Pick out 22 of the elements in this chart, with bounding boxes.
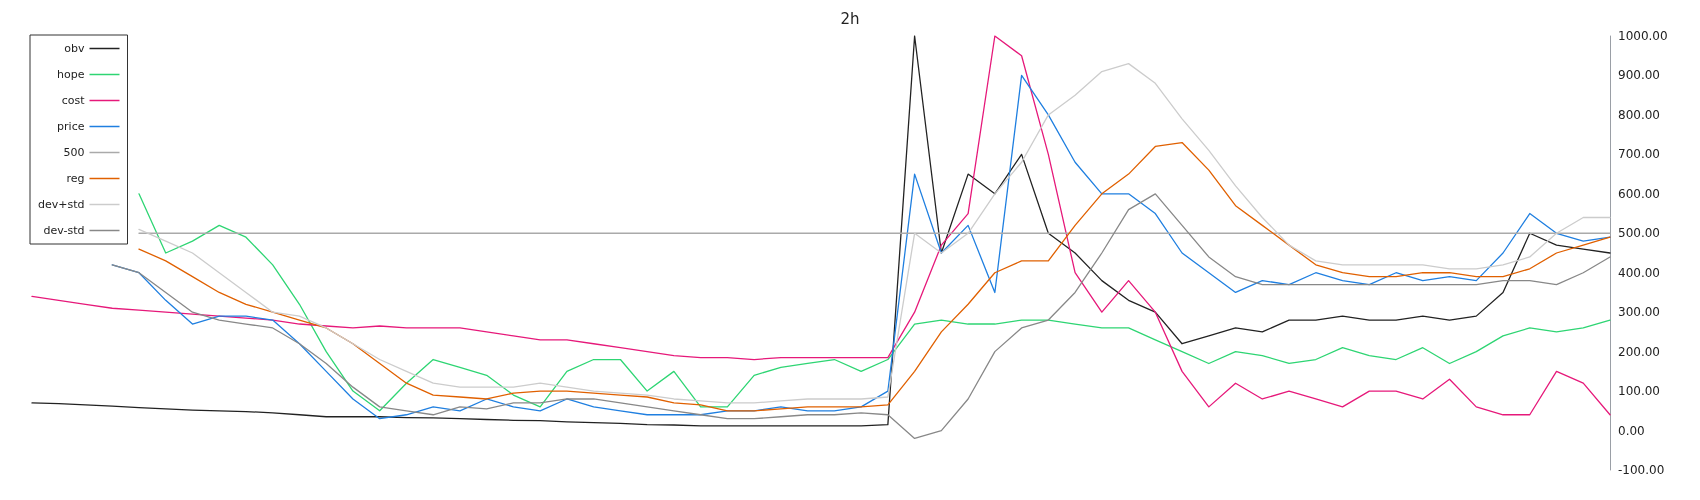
legend-label: dev-std	[43, 224, 85, 237]
y-tick-label: 0.00	[1618, 423, 1645, 438]
y-tick-label: 400.00	[1618, 265, 1660, 280]
y-tick-label: 200.00	[1618, 344, 1660, 359]
y-tick-label: 900.00	[1618, 68, 1660, 83]
y-tick-label: 100.00	[1618, 384, 1660, 399]
legend-label: 500	[63, 146, 85, 159]
y-tick-label: 1000.00	[1618, 29, 1668, 43]
y-tick-label: 600.00	[1618, 186, 1660, 201]
legend-label: price	[57, 120, 85, 133]
legend-label: hope	[57, 68, 85, 81]
legend-label: dev+std	[37, 198, 85, 211]
chart-title: 2h	[840, 9, 860, 28]
y-tick-label: -100.00	[1618, 463, 1665, 477]
line-series	[138, 141, 1611, 412]
y-tick-label: 300.00	[1618, 305, 1660, 320]
legend-label: reg	[66, 172, 85, 185]
legend-label: cost	[61, 94, 86, 107]
y-tick-label: 700.00	[1618, 147, 1660, 162]
legend-label: obv	[64, 42, 85, 55]
y-tick-label: 500.00	[1618, 226, 1660, 241]
y-tick-label: 800.00	[1618, 107, 1660, 122]
